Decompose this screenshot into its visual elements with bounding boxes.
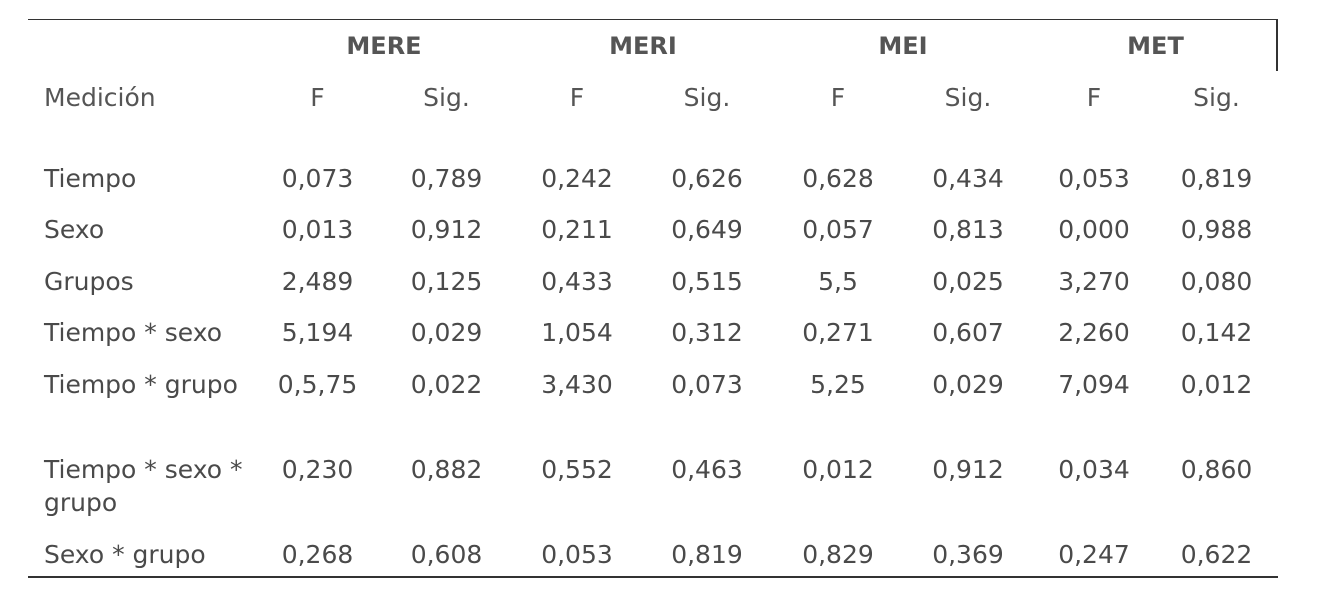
table-cell: 0,860 [1180, 454, 1253, 484]
table-cell: 0,025 [932, 266, 1004, 296]
table-cell: 0,142 [1180, 318, 1253, 348]
table-cell: 0,608 [410, 539, 483, 569]
sub-header-f: F [1086, 83, 1102, 112]
sub-header-f: F [569, 83, 585, 112]
row-label: Tiempo * grupo [44, 369, 238, 399]
table-cell: 0,649 [671, 215, 743, 245]
table-row: Tiempo * grupo 0,5,75 0,022 3,430 0,073 … [28, 360, 1278, 445]
group-header-row: MERE MERI MEI MET [28, 20, 1278, 72]
table-cell: 0,057 [802, 215, 874, 245]
table-cell: 7,094 [1058, 369, 1130, 399]
table-cell: 5,194 [281, 318, 354, 348]
table-cell: 0,515 [671, 266, 743, 296]
table-cell: 0,247 [1058, 539, 1130, 569]
table-cell: 0,012 [1180, 369, 1253, 399]
table-cell: 0,789 [410, 164, 483, 193]
table-row: Tiempo * sexo 5,194 0,029 1,054 0,312 0,… [28, 308, 1278, 359]
table-cell: 0,000 [1058, 215, 1130, 245]
table-cell: 0,230 [281, 454, 354, 484]
table-cell: 0,211 [541, 215, 613, 245]
row-label: Sexo [44, 215, 105, 245]
table-row: Grupos 2,489 0,125 0,433 0,515 5,5 0,025… [28, 257, 1278, 308]
sub-header-sig: Sig. [683, 83, 731, 112]
table-cell: 0,912 [932, 454, 1004, 484]
table-cell: 3,430 [541, 369, 613, 399]
table-cell: 0,988 [1180, 215, 1253, 245]
table-cell: 0,607 [932, 318, 1004, 348]
table-cell: 0,034 [1058, 454, 1130, 484]
table-cell: 0,012 [802, 454, 874, 484]
sub-header-sig: Sig. [944, 83, 992, 112]
group-header-mere: MERE [346, 32, 422, 60]
row-label: Grupos [44, 266, 134, 296]
sub-header-f: F [830, 83, 846, 112]
table-cell: 0,073 [671, 369, 743, 399]
table-cell: 0,552 [541, 454, 613, 484]
table-cell: 2,260 [1058, 318, 1130, 348]
table-cell: 0,434 [932, 164, 1004, 193]
table-row: Sexo * grupo 0,268 0,608 0,053 0,819 0,8… [28, 530, 1278, 581]
table-cell: 0,125 [410, 266, 483, 296]
table-cell: 0,819 [1180, 164, 1253, 193]
table-cell: 0,463 [671, 454, 743, 484]
table-cell: 0,053 [541, 539, 613, 569]
table-cell: 0,013 [281, 215, 354, 245]
right-rule [1276, 19, 1278, 71]
table-cell: 0,022 [410, 369, 483, 399]
table-cell: 0,433 [541, 266, 613, 296]
table-cell: 0,029 [932, 369, 1004, 399]
table-cell: 0,819 [671, 539, 743, 569]
group-header-mei: MEI [878, 32, 928, 60]
row-label: Tiempo * sexo * grupo [44, 454, 243, 517]
sub-header-row: Medición F Sig. F Sig. F Sig. F Sig. [28, 72, 1278, 154]
row-label: Tiempo [44, 164, 137, 193]
table-cell: 0,829 [802, 539, 874, 569]
table-row: Tiempo * sexo * grupo 0,230 0,882 0,552 … [28, 445, 1278, 530]
table-row: Sexo 0,013 0,912 0,211 0,649 0,057 0,813… [28, 205, 1278, 256]
table-cell: 0,369 [932, 539, 1004, 569]
table-cell: 0,882 [410, 454, 483, 484]
bottom-rule [28, 576, 1278, 578]
sub-header-sig: Sig. [423, 83, 470, 112]
top-rule [28, 19, 1278, 20]
table-cell: 0,622 [1180, 539, 1253, 569]
group-header-blank [28, 20, 255, 72]
results-table: MERE MERI MEI MET Medición F Sig. F Sig.… [28, 20, 1278, 581]
table-cell: 0,626 [671, 164, 743, 193]
table-cell: 0,5,75 [277, 369, 358, 399]
row-label: Sexo * grupo [44, 539, 206, 569]
table-row: Tiempo 0,073 0,789 0,242 0,626 0,628 0,4… [28, 154, 1278, 205]
table-cell: 0,080 [1180, 266, 1253, 296]
table-cell: 2,489 [281, 266, 354, 296]
table-cell: 3,270 [1058, 266, 1130, 296]
table-cell: 0,053 [1058, 164, 1130, 193]
table-cell: 0,628 [802, 164, 874, 193]
sub-header-f: F [310, 83, 325, 112]
group-header-met: MET [1127, 32, 1184, 60]
table-cell: 0,813 [932, 215, 1004, 245]
table-cell: 0,242 [541, 164, 613, 193]
table-cell: 5,25 [810, 369, 866, 399]
row-label: Tiempo * sexo [44, 318, 223, 348]
table-cell: 0,029 [410, 318, 483, 348]
label-column-header: Medición [44, 83, 156, 112]
sub-header-sig: Sig. [1193, 83, 1240, 112]
table-cell: 0,912 [410, 215, 483, 245]
table-cell: 0,268 [281, 539, 354, 569]
table-cell: 0,073 [281, 164, 354, 193]
table-cell: 5,5 [818, 266, 858, 296]
table-cell: 1,054 [541, 318, 613, 348]
table-cell: 0,271 [802, 318, 874, 348]
group-header-meri: MERI [609, 32, 677, 60]
table-cell: 0,312 [671, 318, 743, 348]
